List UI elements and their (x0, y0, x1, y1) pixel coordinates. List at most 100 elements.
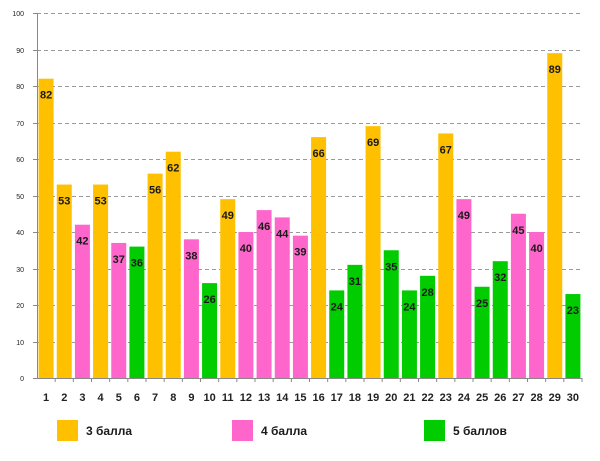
bar-8 (165, 151, 181, 378)
data-label-16: 66 (312, 148, 324, 160)
data-label-21: 24 (403, 301, 416, 313)
bar-18 (347, 264, 363, 378)
data-label-27: 45 (512, 225, 524, 237)
x-tick-label-1: 1 (43, 392, 49, 404)
bar-25 (474, 286, 490, 378)
data-label-18: 31 (349, 276, 361, 288)
data-label-5: 37 (113, 254, 125, 266)
x-tick-label-7: 7 (152, 392, 158, 404)
x-tick-label-20: 20 (385, 392, 397, 404)
x-tick-label-17: 17 (331, 392, 343, 404)
bar-15 (292, 235, 308, 378)
legend-item-4-balla: 4 балла (232, 420, 307, 441)
x-tick-label-23: 23 (440, 392, 452, 404)
bar-16 (311, 137, 327, 378)
data-label-30: 23 (567, 305, 579, 317)
bar-30 (565, 294, 581, 378)
x-tick-label-8: 8 (170, 392, 176, 404)
data-label-25: 25 (476, 298, 488, 310)
x-tick-label-21: 21 (403, 392, 415, 404)
bar-7 (147, 173, 163, 378)
bar-27 (510, 213, 526, 378)
legend-label-4-balla: 4 балла (261, 423, 308, 438)
x-tick-label-14: 14 (276, 392, 289, 404)
data-label-29: 89 (549, 64, 561, 76)
data-label-2: 53 (58, 196, 70, 208)
bar-6 (129, 246, 145, 378)
x-tick-label-3: 3 (79, 392, 85, 404)
x-tick-label-26: 26 (494, 392, 506, 404)
bar-22 (420, 275, 436, 378)
x-tick-label-28: 28 (530, 392, 542, 404)
data-label-3: 42 (76, 236, 88, 248)
bar-14 (274, 217, 290, 378)
y-tick-label: 0 (20, 376, 24, 383)
y-tick-label: 30 (16, 267, 24, 274)
data-label-14: 44 (276, 228, 289, 240)
data-label-7: 56 (149, 185, 161, 197)
data-label-19: 69 (367, 137, 379, 149)
y-tick-label: 80 (16, 84, 24, 91)
y-tick-label: 20 (16, 303, 24, 310)
bar-11 (220, 199, 236, 378)
bars: 82 53 42 53 37 36 56 62 38 26 49 40 46 44 39 66 24 31 69 35… (38, 53, 581, 379)
bar-23 (438, 133, 454, 378)
bar-26 (492, 261, 508, 378)
data-label-15: 39 (294, 247, 306, 259)
data-label-24: 49 (458, 210, 470, 222)
x-tick-label-9: 9 (188, 392, 194, 404)
x-tick-label-10: 10 (203, 392, 215, 404)
legend-item-3-balla: 3 балла (57, 420, 132, 441)
x-tick-label-4: 4 (98, 392, 105, 404)
bar-20 (383, 250, 399, 378)
data-label-12: 40 (240, 243, 252, 255)
x-tick-label-24: 24 (458, 392, 471, 404)
legend-swatch-3-balla (57, 420, 78, 441)
y-tick-label: 60 (16, 157, 24, 164)
bar-24 (456, 199, 472, 378)
bar-19 (365, 126, 381, 379)
legend-swatch-4-balla (232, 420, 253, 441)
x-tick-label-19: 19 (367, 392, 379, 404)
bar-1 (38, 78, 54, 378)
x-tick-label-15: 15 (294, 392, 306, 404)
y-tick-label: 70 (16, 121, 24, 128)
x-tick-label-12: 12 (240, 392, 252, 404)
x-tick-label-27: 27 (512, 392, 524, 404)
data-label-13: 46 (258, 221, 270, 233)
x-tick-label-5: 5 (116, 392, 122, 404)
data-label-8: 62 (167, 163, 179, 175)
x-tick-label-2: 2 (61, 392, 67, 404)
bar-4 (93, 184, 109, 378)
x-tick-label-25: 25 (476, 392, 488, 404)
bar-13 (256, 210, 272, 378)
bar-12 (238, 232, 254, 378)
x-tick-label-13: 13 (258, 392, 270, 404)
legend-label-3-balla: 3 балла (86, 423, 133, 438)
x-tick-label-11: 11 (222, 392, 234, 404)
bar-2 (56, 184, 72, 378)
bar-3 (74, 224, 90, 378)
bar-28 (529, 232, 545, 378)
legend-label-5-ballov: 5 баллов (453, 423, 507, 438)
x-tick-label-18: 18 (349, 392, 361, 404)
data-label-28: 40 (530, 243, 542, 255)
y-tick-label: 40 (16, 230, 24, 237)
data-label-23: 67 (440, 144, 452, 156)
bar-17 (329, 290, 345, 378)
data-label-9: 38 (185, 250, 197, 262)
bar-9 (183, 239, 199, 378)
x-tick-label-30: 30 (567, 392, 579, 404)
legend-swatch-5-ballov (424, 420, 445, 441)
data-label-22: 28 (421, 287, 433, 299)
data-label-17: 24 (331, 301, 344, 313)
x-tick-label-22: 22 (421, 392, 433, 404)
data-label-4: 53 (94, 196, 106, 208)
bar-5 (111, 242, 127, 378)
y-tick-label: 100 (12, 11, 24, 18)
bar-29 (547, 53, 563, 379)
x-tick-label-29: 29 (549, 392, 561, 404)
y-tick-label: 10 (16, 340, 24, 347)
